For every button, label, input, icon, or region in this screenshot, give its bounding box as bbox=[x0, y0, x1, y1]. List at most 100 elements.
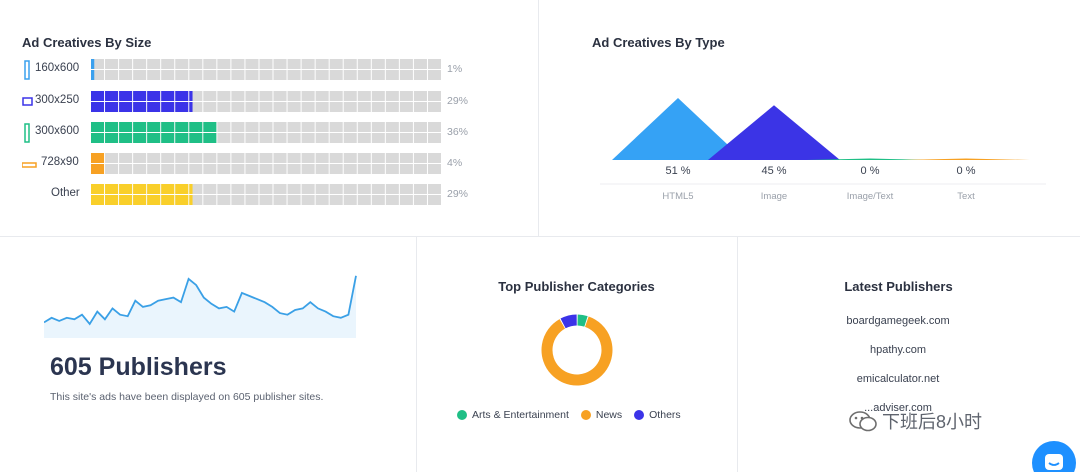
bar-fill-cell bbox=[175, 122, 189, 132]
bar-cell bbox=[119, 153, 133, 163]
bar-cell bbox=[189, 91, 203, 101]
bar-fill-cell bbox=[91, 153, 105, 163]
bar-cell bbox=[357, 102, 371, 112]
bar-cell bbox=[287, 153, 301, 163]
size-shape-icon bbox=[22, 97, 33, 106]
bar-cell bbox=[91, 59, 105, 69]
publishers-sparkline bbox=[44, 275, 357, 338]
bar-cell bbox=[315, 184, 329, 194]
bar-cell bbox=[357, 195, 371, 205]
bar-cell bbox=[217, 59, 231, 69]
bar-cell bbox=[385, 195, 399, 205]
bar-cell bbox=[413, 102, 427, 112]
bar-fill-cell bbox=[133, 122, 147, 132]
type-value-label: 45 % bbox=[761, 165, 787, 177]
bar-cell bbox=[329, 133, 343, 143]
bar-cell bbox=[273, 102, 287, 112]
bar-fill-cell bbox=[119, 91, 133, 101]
bar-cell bbox=[357, 70, 371, 80]
bar-cell bbox=[91, 70, 105, 80]
bar-fill-cell bbox=[175, 91, 189, 101]
bar-cell bbox=[343, 153, 357, 163]
bar-cell bbox=[427, 102, 441, 112]
bar-fill-cell bbox=[133, 184, 147, 194]
bar-cell bbox=[357, 122, 371, 132]
divider bbox=[416, 236, 417, 472]
bar-cell bbox=[371, 59, 385, 69]
bar-cell bbox=[357, 164, 371, 174]
chat-icon bbox=[1045, 454, 1063, 470]
bar-cell bbox=[133, 153, 147, 163]
bar-cell bbox=[315, 91, 329, 101]
bar-cell bbox=[259, 195, 273, 205]
bar-cell bbox=[301, 91, 315, 101]
bar-fill-cell bbox=[133, 102, 147, 112]
chat-button[interactable] bbox=[1032, 441, 1076, 472]
bar-fill-cell bbox=[133, 133, 147, 143]
bar-cell bbox=[217, 184, 231, 194]
bar-fill-cell bbox=[91, 91, 105, 101]
bar-cell bbox=[413, 153, 427, 163]
bar-cell bbox=[161, 153, 175, 163]
bar-cell bbox=[315, 133, 329, 143]
size-label: 160x600 bbox=[35, 62, 80, 74]
bar-cell bbox=[413, 91, 427, 101]
bar-cell bbox=[413, 164, 427, 174]
bar-cell bbox=[217, 91, 231, 101]
divider bbox=[0, 236, 1080, 237]
bar-cell bbox=[385, 59, 399, 69]
bar-cell bbox=[273, 122, 287, 132]
bar-cell bbox=[231, 164, 245, 174]
categories-donut bbox=[541, 314, 613, 386]
bar-cell bbox=[245, 153, 259, 163]
bar-cell bbox=[399, 91, 413, 101]
bar-cell bbox=[287, 91, 301, 101]
publisher-link[interactable]: emicalculator.net bbox=[856, 373, 940, 385]
bar-cell bbox=[301, 70, 315, 80]
bar-fill-cell bbox=[189, 102, 193, 112]
bar-cell bbox=[175, 164, 189, 174]
bar-cell bbox=[217, 133, 231, 143]
publisher-link[interactable]: hpathy.com bbox=[869, 344, 927, 356]
latest-card-title: Latest Publishers bbox=[844, 279, 953, 294]
bar-cell bbox=[357, 91, 371, 101]
bar-cell bbox=[357, 59, 371, 69]
size-bar bbox=[91, 153, 441, 174]
bar-cell bbox=[371, 70, 385, 80]
bar-cell bbox=[189, 153, 203, 163]
bar-cell bbox=[315, 59, 329, 69]
bar-cell bbox=[329, 184, 343, 194]
bar-cell bbox=[301, 195, 315, 205]
bar-cell bbox=[259, 70, 273, 80]
bar-cell bbox=[413, 122, 427, 132]
bar-cell bbox=[203, 70, 217, 80]
bar-cell bbox=[231, 102, 245, 112]
bar-cell bbox=[231, 184, 245, 194]
bar-cell bbox=[161, 59, 175, 69]
divider bbox=[737, 236, 738, 472]
legend-item[interactable]: Arts & Entertainment bbox=[457, 409, 569, 421]
bar-fill-cell bbox=[91, 133, 105, 143]
type-triangle bbox=[902, 158, 1030, 160]
bar-cell bbox=[371, 153, 385, 163]
divider bbox=[538, 0, 539, 236]
bar-cell bbox=[427, 133, 441, 143]
legend-item[interactable]: News bbox=[580, 409, 622, 421]
bar-fill-cell bbox=[91, 59, 95, 69]
size-label: Other bbox=[51, 187, 80, 199]
bar-cell bbox=[273, 184, 287, 194]
bar-fill-cell bbox=[105, 133, 119, 143]
legend-item[interactable]: Others bbox=[634, 409, 681, 421]
bar-cell bbox=[399, 59, 413, 69]
bar-fill-cell bbox=[175, 133, 189, 143]
bar-cell bbox=[385, 164, 399, 174]
bar-fill-cell bbox=[147, 122, 161, 132]
publisher-link[interactable]: ...adviser.com bbox=[864, 402, 932, 414]
bar-cell bbox=[203, 164, 217, 174]
bar-cell bbox=[357, 184, 371, 194]
publisher-link[interactable]: boardgamegeek.com bbox=[846, 315, 950, 327]
bar-fill-cell bbox=[189, 133, 203, 143]
bar-cell bbox=[357, 133, 371, 143]
bar-fill-cell bbox=[203, 122, 217, 132]
type-category-label: Image bbox=[760, 191, 788, 202]
